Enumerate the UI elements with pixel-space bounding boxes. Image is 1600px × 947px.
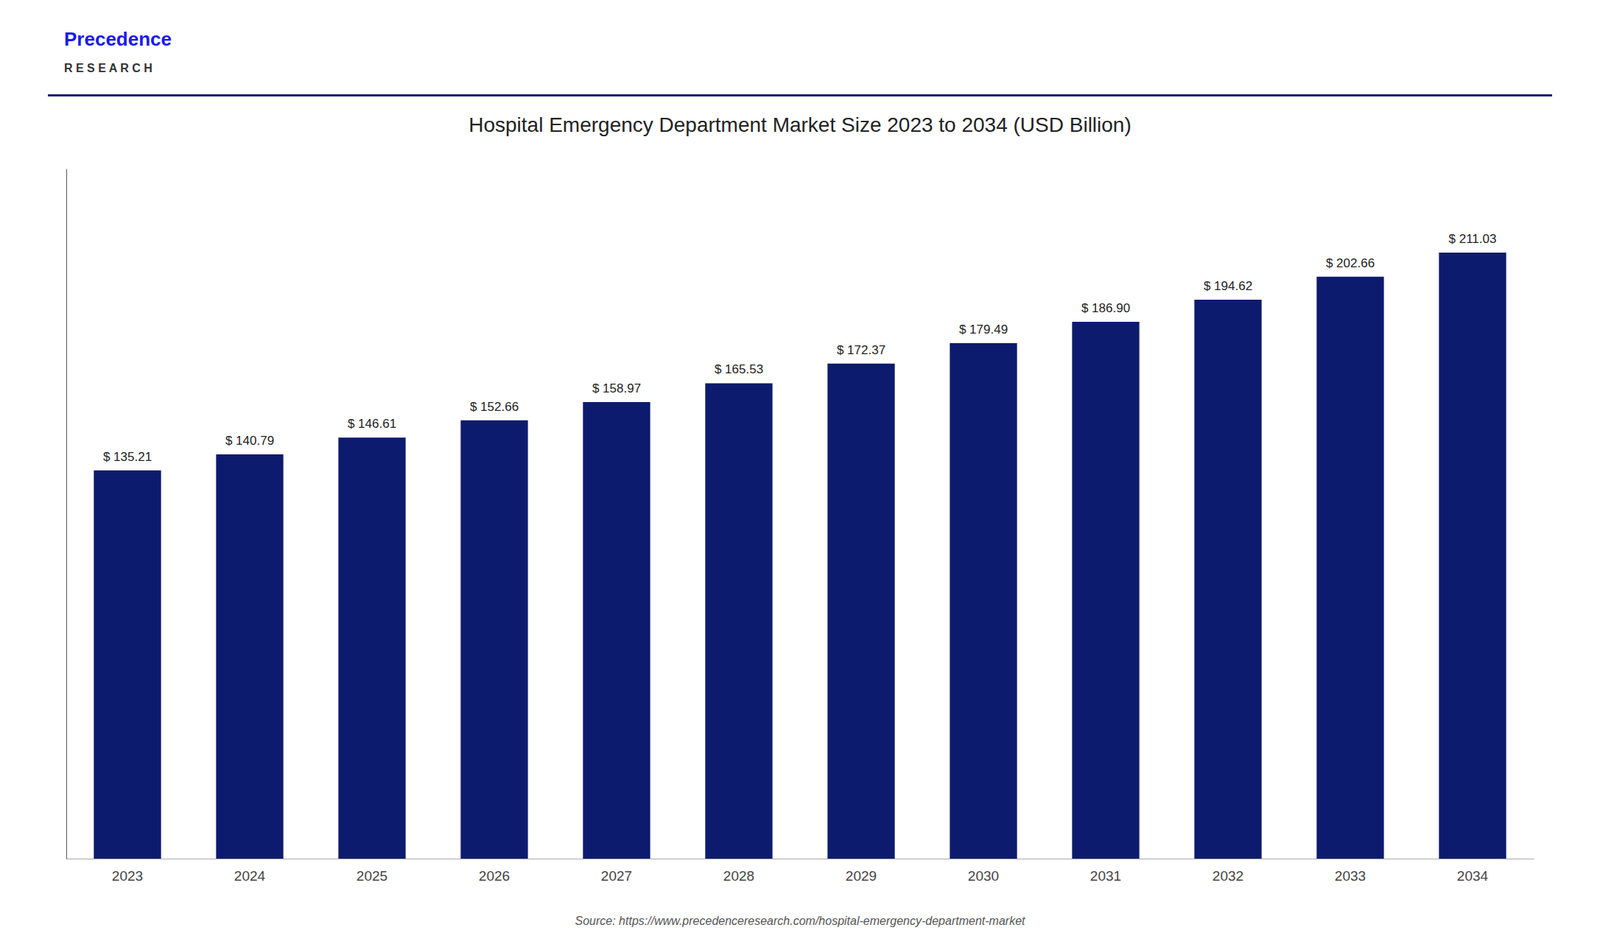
- svg-text:R E S E A R C H: R E S E A R C H: [64, 61, 153, 75]
- svg-text:$ 158.97: $ 158.97: [592, 381, 641, 396]
- svg-text:$ 172.37: $ 172.37: [836, 343, 886, 358]
- svg-text:2024: 2024: [234, 868, 266, 884]
- svg-text:$ 211.03: $ 211.03: [1448, 232, 1497, 247]
- svg-text:2026: 2026: [478, 868, 510, 884]
- svg-text:$ 152.66: $ 152.66: [469, 400, 519, 414]
- svg-text:2028: 2028: [723, 868, 755, 884]
- svg-text:$ 146.61: $ 146.61: [347, 416, 397, 431]
- svg-text:$ 202.66: $ 202.66: [1325, 256, 1375, 271]
- svg-text:$ 165.53: $ 165.53: [714, 362, 764, 377]
- svg-text:2027: 2027: [601, 868, 633, 884]
- svg-text:2034: 2034: [1457, 868, 1489, 884]
- svg-text:$ 186.90: $ 186.90: [1081, 301, 1131, 316]
- svg-text:$ 140.79: $ 140.79: [225, 433, 275, 448]
- svg-text:2023: 2023: [111, 868, 143, 884]
- svg-text:2030: 2030: [967, 868, 999, 884]
- svg-text:2025: 2025: [356, 868, 388, 884]
- svg-text:2029: 2029: [845, 868, 877, 884]
- svg-text:Precedence: Precedence: [64, 27, 172, 51]
- svg-text:2032: 2032: [1212, 868, 1244, 884]
- svg-text:$ 194.62: $ 194.62: [1203, 279, 1253, 294]
- svg-text:2031: 2031: [1090, 868, 1122, 884]
- svg-text:Source: https://www.precedence: Source: https://www.precedenceresearch.c…: [575, 914, 1026, 928]
- svg-text:$ 135.21: $ 135.21: [103, 450, 152, 465]
- svg-text:Hospital Emergency Department: Hospital Emergency Department Market Siz…: [468, 113, 1132, 137]
- svg-text:2033: 2033: [1334, 868, 1366, 884]
- svg-text:$ 179.49: $ 179.49: [959, 322, 1008, 337]
